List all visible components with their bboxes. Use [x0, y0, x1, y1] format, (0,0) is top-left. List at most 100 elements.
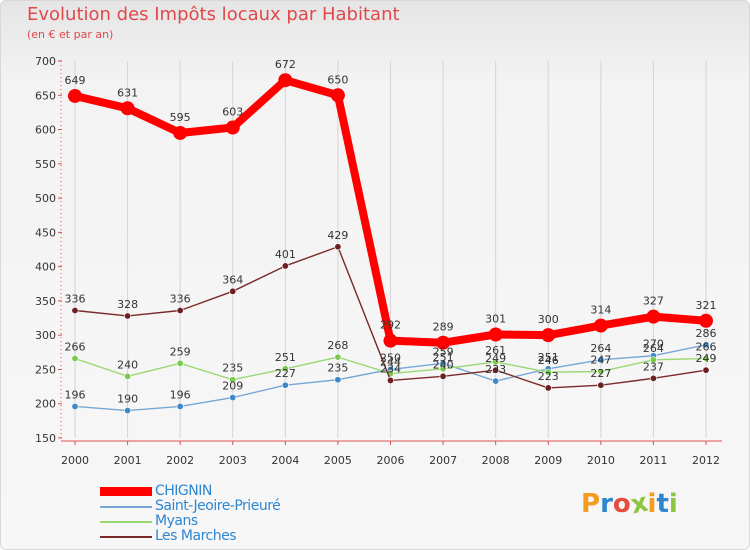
data-label-chignin: 327	[643, 295, 664, 308]
axis-layer: 150 200 250 300 350 400 450 500 550 600 650 700 2000…	[35, 55, 722, 467]
data-point-chignin	[120, 101, 135, 116]
y-tick-label: 150	[35, 432, 56, 445]
data-point-myans	[176, 359, 184, 367]
data-label-myans: 251	[275, 351, 296, 364]
legend-label-les-marches: Les Marches	[155, 528, 237, 544]
data-label-myans: 246	[538, 354, 559, 367]
y-tick-label: 500	[35, 192, 56, 205]
data-point-saint-jeoire-prieur-	[176, 402, 184, 410]
x-tick-label: 2004	[271, 454, 299, 467]
logo-letter: o	[612, 489, 631, 519]
x-tick-label: 2010	[587, 454, 615, 467]
data-point-les-marches	[176, 307, 184, 315]
data-point-myans	[597, 368, 605, 376]
proxiti-logo: Proxiti	[581, 488, 678, 521]
y-tick-label: 250	[35, 363, 56, 376]
data-point-les-marches	[702, 366, 710, 374]
x-tick-label: 2006	[377, 454, 405, 467]
x-tick-label: 2000	[61, 454, 89, 467]
data-label-myans: 266	[65, 340, 86, 353]
chart-canvas: 150 200 250 300 350 400 450 500 550 600 650 700 2000…	[35, 55, 722, 467]
data-label-les-marches: 429	[327, 229, 348, 242]
data-label-saint-jeoire-prieur-: 196	[65, 388, 86, 401]
logo-letter: t	[656, 489, 669, 519]
data-point-chignin	[383, 333, 398, 348]
data-label-myans: 247	[590, 354, 611, 367]
data-label-saint-jeoire-prieur-: 259	[433, 345, 454, 358]
y-tick-label: 650	[35, 89, 56, 102]
data-label-les-marches: 401	[275, 248, 296, 261]
data-label-saint-jeoire-prieur-: 233	[485, 363, 506, 376]
data-point-saint-jeoire-prieur-	[597, 356, 605, 364]
data-label-les-marches: 249	[696, 352, 717, 365]
y-tick-label: 350	[35, 295, 56, 308]
data-point-saint-jeoire-prieur-	[492, 377, 500, 385]
data-label-les-marches: 364	[222, 273, 243, 286]
data-label-myans: 264	[643, 342, 664, 355]
data-label-saint-jeoire-prieur-: 190	[117, 393, 138, 406]
data-point-les-marches	[124, 312, 132, 320]
data-label-les-marches: 234	[380, 362, 401, 375]
data-label-saint-jeoire-prieur-: 270	[643, 338, 664, 351]
data-label-chignin: 289	[433, 321, 454, 334]
data-label-chignin: 650	[327, 73, 348, 86]
legend-label-chignin: CHIGNIN	[155, 483, 212, 499]
data-point-myans	[492, 358, 500, 366]
x-tick-label: 2005	[324, 454, 352, 467]
data-label-chignin: 672	[275, 58, 296, 71]
y-tick-label: 300	[35, 329, 56, 342]
data-point-chignin	[541, 328, 556, 343]
y-tick-label: 450	[35, 226, 56, 239]
data-point-myans	[439, 365, 447, 373]
data-point-myans	[229, 376, 237, 384]
data-label-les-marches: 237	[643, 360, 664, 373]
data-point-saint-jeoire-prieur-	[281, 381, 289, 389]
legend-swatch-chignin	[100, 487, 152, 496]
legend-swatch-saint-jeoire-prieure	[100, 506, 152, 508]
chart-title: Evolution des Impôts locaux par Habitant	[27, 4, 400, 25]
data-label-myans: 268	[327, 339, 348, 352]
data-point-chignin	[646, 309, 661, 324]
data-label-les-marches: 223	[538, 370, 559, 383]
data-point-chignin	[699, 313, 713, 328]
data-label-les-marches: 249	[485, 352, 506, 365]
data-point-saint-jeoire-prieur-	[334, 376, 342, 384]
data-label-chignin: 292	[380, 319, 401, 332]
data-point-les-marches	[649, 374, 657, 382]
data-point-chignin	[330, 88, 345, 103]
logo-letter: i	[668, 489, 678, 519]
data-label-myans: 244	[380, 356, 401, 369]
data-label-saint-jeoire-prieur-: 196	[170, 388, 191, 401]
data-point-myans	[702, 354, 710, 362]
legend-label-saint-jeoire-prieure: Saint-Jeoire-Prieuré	[155, 498, 281, 514]
x-tick-label: 2011	[639, 454, 667, 467]
label-layer: 649 631 595 603 672 650 292 289 301 300 314 327 321 1…	[65, 58, 717, 405]
y-tick-label: 400	[35, 261, 56, 274]
legend-swatch-les-marches	[100, 536, 152, 538]
data-label-chignin: 631	[117, 86, 138, 99]
data-point-chignin	[278, 73, 293, 88]
data-label-saint-jeoire-prieur-: 235	[327, 362, 348, 375]
data-point-chignin	[436, 335, 451, 350]
data-label-myans: 261	[485, 344, 506, 357]
data-point-les-marches	[71, 307, 79, 315]
data-point-myans	[281, 365, 289, 373]
data-label-chignin: 649	[65, 74, 86, 87]
data-label-saint-jeoire-prieur-: 264	[590, 342, 611, 355]
data-label-myans: 251	[433, 351, 454, 364]
chart-subtitle: (en € et par an)	[27, 28, 114, 41]
data-label-myans: 259	[170, 345, 191, 358]
data-point-chignin	[593, 318, 608, 333]
x-tick-label: 2009	[534, 454, 562, 467]
series-layer	[68, 73, 713, 415]
data-label-saint-jeoire-prieur-: 209	[222, 380, 243, 393]
data-label-chignin: 603	[222, 105, 243, 118]
x-tick-label: 2007	[429, 454, 457, 467]
data-point-saint-jeoire-prieur-	[229, 394, 237, 402]
data-point-myans	[334, 353, 342, 361]
data-point-les-marches	[334, 243, 342, 251]
data-point-saint-jeoire-prieur-	[124, 407, 132, 415]
data-point-les-marches	[492, 366, 500, 374]
data-point-les-marches	[544, 384, 552, 392]
data-point-saint-jeoire-prieur-	[71, 402, 79, 410]
